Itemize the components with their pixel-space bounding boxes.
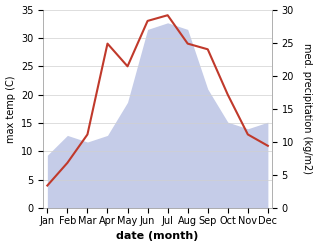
Y-axis label: max temp (C): max temp (C): [5, 75, 16, 143]
Y-axis label: med. precipitation (kg/m2): med. precipitation (kg/m2): [302, 43, 313, 174]
X-axis label: date (month): date (month): [116, 231, 199, 242]
